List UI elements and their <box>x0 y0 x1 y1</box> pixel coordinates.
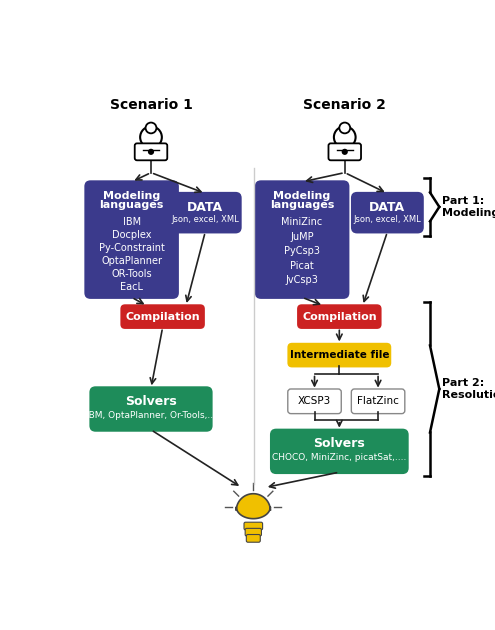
FancyBboxPatch shape <box>245 529 261 536</box>
FancyBboxPatch shape <box>329 144 361 160</box>
Text: Intermediate file: Intermediate file <box>290 350 389 360</box>
Text: OptaPlanner: OptaPlanner <box>101 256 162 266</box>
FancyBboxPatch shape <box>297 304 382 329</box>
Text: PyCsp3: PyCsp3 <box>284 246 320 256</box>
Text: EacL: EacL <box>120 282 143 292</box>
Text: XCSP3: XCSP3 <box>298 396 331 406</box>
Text: Json, excel, XML: Json, excel, XML <box>353 215 421 224</box>
FancyBboxPatch shape <box>120 304 205 329</box>
FancyBboxPatch shape <box>288 343 391 367</box>
Text: OR-Tools: OR-Tools <box>111 269 152 279</box>
Polygon shape <box>236 494 270 518</box>
FancyBboxPatch shape <box>169 192 242 234</box>
FancyBboxPatch shape <box>84 180 179 299</box>
Text: Scenario 2: Scenario 2 <box>303 98 386 112</box>
Text: Docplex: Docplex <box>112 230 151 240</box>
Circle shape <box>148 149 154 155</box>
Text: IBM: IBM <box>123 217 141 227</box>
Text: DATA: DATA <box>187 201 223 214</box>
Text: IBM, OptaPlanner, Or-Tools,...: IBM, OptaPlanner, Or-Tools,... <box>86 411 216 420</box>
Text: Picat: Picat <box>290 261 314 271</box>
Text: CHOCO, MiniZinc, picatSat,....: CHOCO, MiniZinc, picatSat,.... <box>272 453 406 462</box>
Circle shape <box>340 123 350 134</box>
Text: Part 2:
Resolution: Part 2: Resolution <box>443 378 495 400</box>
Text: Compilation: Compilation <box>302 312 377 321</box>
Text: languages: languages <box>270 200 334 210</box>
Text: Modeling: Modeling <box>274 191 331 201</box>
FancyBboxPatch shape <box>247 534 260 542</box>
Text: Scenario 1: Scenario 1 <box>109 98 193 112</box>
Text: MiniZinc: MiniZinc <box>282 217 323 227</box>
FancyBboxPatch shape <box>351 389 405 414</box>
FancyBboxPatch shape <box>90 386 213 432</box>
Circle shape <box>342 149 348 155</box>
Text: DATA: DATA <box>369 201 405 214</box>
Text: Json, excel, XML: Json, excel, XML <box>171 215 239 224</box>
Circle shape <box>140 127 162 148</box>
Text: Py-Constraint: Py-Constraint <box>99 243 164 253</box>
Text: languages: languages <box>99 200 164 210</box>
FancyBboxPatch shape <box>135 144 167 160</box>
Circle shape <box>334 127 355 148</box>
FancyBboxPatch shape <box>288 389 341 414</box>
Text: JuMP: JuMP <box>290 232 314 241</box>
Text: Solvers: Solvers <box>125 395 177 408</box>
Circle shape <box>146 123 156 134</box>
FancyBboxPatch shape <box>255 180 349 299</box>
Text: Part 1:
Modeling: Part 1: Modeling <box>443 196 495 218</box>
FancyBboxPatch shape <box>244 522 263 530</box>
Text: Solvers: Solvers <box>313 437 365 450</box>
FancyBboxPatch shape <box>351 192 424 234</box>
Text: FlatZinc: FlatZinc <box>357 396 399 406</box>
FancyBboxPatch shape <box>270 428 409 474</box>
Text: JvCsp3: JvCsp3 <box>286 275 319 285</box>
Text: Compilation: Compilation <box>125 312 200 321</box>
Text: Modeling: Modeling <box>103 191 160 201</box>
